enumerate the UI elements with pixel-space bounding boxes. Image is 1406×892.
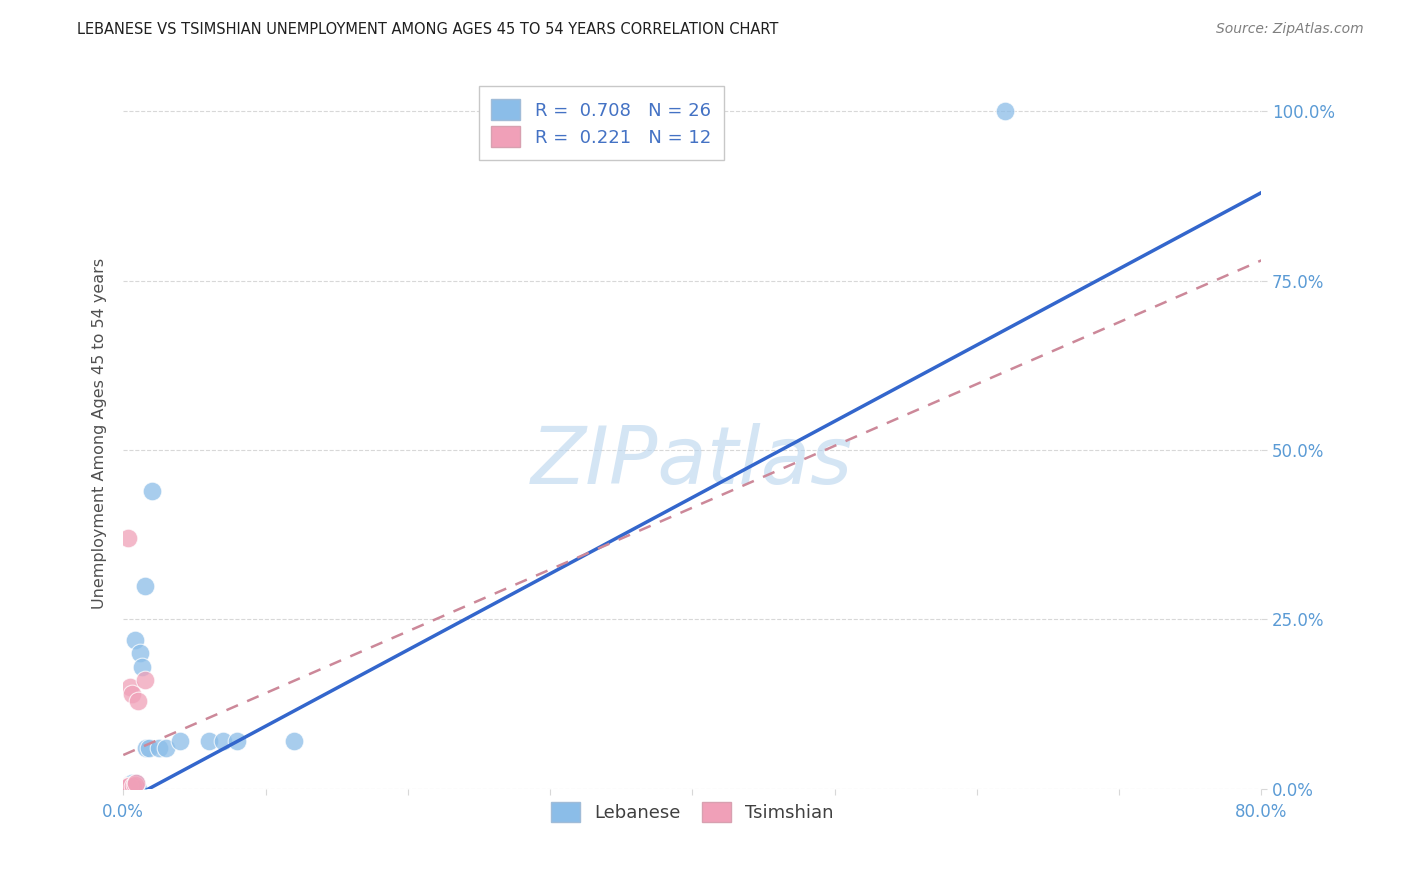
Point bbox=[121, 776, 143, 790]
Point bbox=[121, 779, 143, 793]
Point bbox=[124, 779, 146, 793]
Text: ZIPatlas: ZIPatlas bbox=[531, 423, 853, 500]
Point bbox=[117, 779, 139, 793]
Point bbox=[169, 734, 191, 748]
Point bbox=[124, 778, 146, 792]
Point bbox=[115, 780, 138, 795]
Legend: Lebanese, Tsimshian: Lebanese, Tsimshian bbox=[544, 795, 841, 830]
Point bbox=[283, 734, 305, 748]
Point bbox=[125, 776, 148, 790]
Point bbox=[212, 734, 235, 748]
Point bbox=[122, 779, 145, 793]
Point bbox=[117, 780, 139, 794]
Point bbox=[117, 531, 139, 545]
Point bbox=[122, 778, 145, 792]
Point bbox=[127, 781, 149, 796]
Y-axis label: Unemployment Among Ages 45 to 54 years: Unemployment Among Ages 45 to 54 years bbox=[93, 258, 107, 608]
Point bbox=[117, 779, 139, 793]
Point bbox=[115, 780, 138, 794]
Point bbox=[121, 687, 143, 701]
Point bbox=[148, 741, 170, 756]
Point bbox=[125, 781, 148, 796]
Point bbox=[124, 632, 146, 647]
Point bbox=[118, 779, 141, 793]
Point bbox=[120, 680, 142, 694]
Point bbox=[118, 778, 141, 792]
Point bbox=[118, 779, 141, 793]
Point bbox=[138, 741, 160, 756]
Point bbox=[135, 741, 157, 756]
Text: LEBANESE VS TSIMSHIAN UNEMPLOYMENT AMONG AGES 45 TO 54 YEARS CORRELATION CHART: LEBANESE VS TSIMSHIAN UNEMPLOYMENT AMONG… bbox=[77, 22, 779, 37]
Point bbox=[122, 779, 145, 793]
Point bbox=[197, 734, 219, 748]
Point bbox=[131, 660, 153, 674]
Point bbox=[120, 780, 142, 794]
Point bbox=[226, 734, 249, 748]
Point bbox=[141, 483, 163, 498]
Point bbox=[134, 673, 156, 688]
Point bbox=[134, 579, 156, 593]
Point bbox=[129, 646, 152, 660]
Point bbox=[994, 104, 1017, 119]
Point bbox=[155, 741, 177, 756]
Point bbox=[114, 780, 136, 795]
Point bbox=[125, 776, 148, 790]
Point bbox=[120, 777, 142, 791]
Point bbox=[127, 694, 149, 708]
Text: Source: ZipAtlas.com: Source: ZipAtlas.com bbox=[1216, 22, 1364, 37]
